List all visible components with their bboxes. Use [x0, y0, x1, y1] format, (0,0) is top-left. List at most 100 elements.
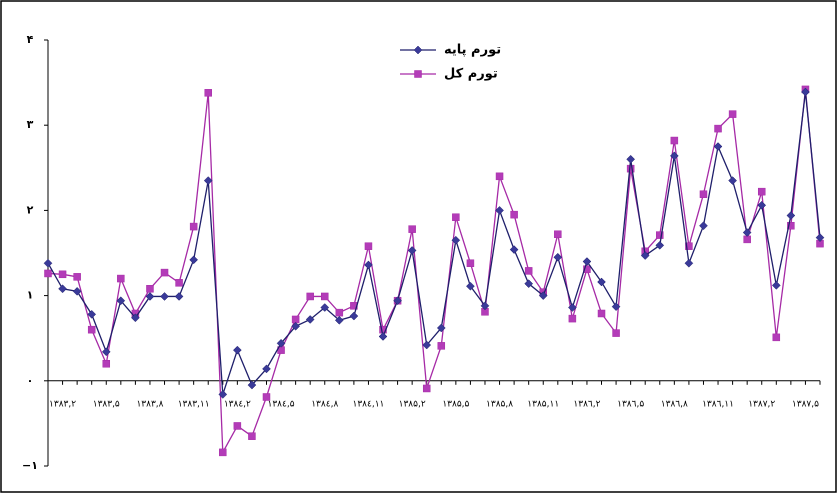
point	[422, 340, 432, 350]
point	[656, 231, 664, 239]
point	[334, 315, 344, 325]
point	[684, 258, 694, 268]
point	[495, 206, 504, 215]
point	[553, 252, 563, 262]
point	[117, 274, 125, 283]
point	[189, 255, 199, 265]
y-tick-label: −۱	[22, 459, 38, 472]
point	[364, 260, 373, 270]
point	[305, 315, 315, 324]
x-tick-label: ۱۳۸۵,۵	[442, 399, 469, 409]
point	[306, 292, 314, 301]
point	[655, 240, 665, 250]
y-tick-label: ۱	[27, 289, 34, 302]
x-tick-label: ۱۳۸۳,۱۱	[178, 399, 210, 409]
point	[670, 136, 679, 145]
legend-label: تورم کل	[444, 67, 498, 82]
point	[393, 296, 402, 306]
y-tick-label: ۴	[27, 33, 34, 46]
point	[452, 213, 460, 221]
point	[203, 176, 213, 185]
point	[248, 432, 256, 440]
x-tick-label: ۱۳۸۵,۲	[399, 399, 426, 409]
point	[262, 364, 271, 374]
point	[611, 302, 621, 312]
point	[728, 110, 737, 118]
point	[597, 277, 606, 287]
point	[582, 257, 592, 266]
point	[321, 292, 329, 301]
x-tick-label: ۱۳۸٤,۸	[311, 399, 338, 409]
x-tick-label: ۱۳۸٤,۵	[268, 399, 295, 409]
x-tick-label: ۱۳۸۵,۱۱	[527, 399, 559, 409]
y-tick-label: ۲	[27, 203, 34, 216]
point	[189, 222, 198, 231]
point	[116, 296, 126, 306]
point	[291, 321, 300, 331]
x-tick-label: ۱۳۸٦,۵	[617, 399, 644, 409]
point	[626, 164, 635, 173]
point	[160, 268, 169, 277]
point	[815, 233, 825, 243]
point	[437, 342, 446, 350]
point	[772, 333, 781, 342]
point	[568, 314, 577, 323]
point	[524, 267, 533, 275]
point	[743, 235, 751, 244]
point	[145, 292, 155, 301]
legend-marker	[414, 70, 422, 78]
x-tick-label: ۱۳۸۷,۵	[792, 399, 819, 409]
point	[44, 269, 52, 278]
point	[495, 172, 504, 181]
x-tick-label: ۱۳۸۷,۲	[748, 399, 775, 409]
x-tick-label: ۱۳۸٤,۲	[224, 399, 251, 409]
point	[757, 187, 766, 196]
point	[466, 259, 475, 267]
point	[713, 142, 723, 151]
point	[43, 258, 53, 268]
point	[699, 190, 708, 198]
point	[714, 124, 722, 133]
point	[87, 325, 96, 334]
point	[510, 210, 518, 219]
point	[131, 313, 140, 323]
point	[612, 329, 620, 337]
point	[801, 87, 810, 97]
point	[291, 315, 300, 324]
point	[771, 281, 781, 290]
point	[554, 230, 562, 239]
point	[685, 242, 693, 250]
point	[480, 301, 490, 311]
point	[349, 311, 359, 321]
point	[102, 360, 111, 368]
point	[568, 303, 577, 312]
point	[742, 228, 752, 237]
y-tick-label: ۳	[27, 118, 34, 131]
x-tick-label: ۱۳۸۵,۸	[486, 399, 513, 409]
point	[669, 151, 679, 161]
point	[72, 286, 82, 296]
point	[640, 251, 650, 260]
point	[466, 281, 475, 291]
point	[87, 309, 97, 319]
point	[451, 235, 461, 245]
legend-label: تورم پایه	[444, 43, 501, 58]
point	[218, 390, 228, 399]
point	[276, 338, 286, 348]
y-tick-label: ۰	[27, 374, 34, 387]
point	[626, 154, 635, 164]
x-tick-label: ۱۳۸۳,۵	[93, 399, 120, 409]
point	[175, 279, 183, 287]
point	[219, 448, 227, 457]
point	[786, 211, 796, 220]
point	[597, 309, 606, 318]
point	[58, 284, 67, 294]
point	[728, 176, 737, 185]
point	[436, 323, 446, 333]
point	[320, 303, 330, 312]
x-tick-label: ۱۳۸۳,۲	[49, 399, 76, 409]
point	[699, 221, 708, 231]
